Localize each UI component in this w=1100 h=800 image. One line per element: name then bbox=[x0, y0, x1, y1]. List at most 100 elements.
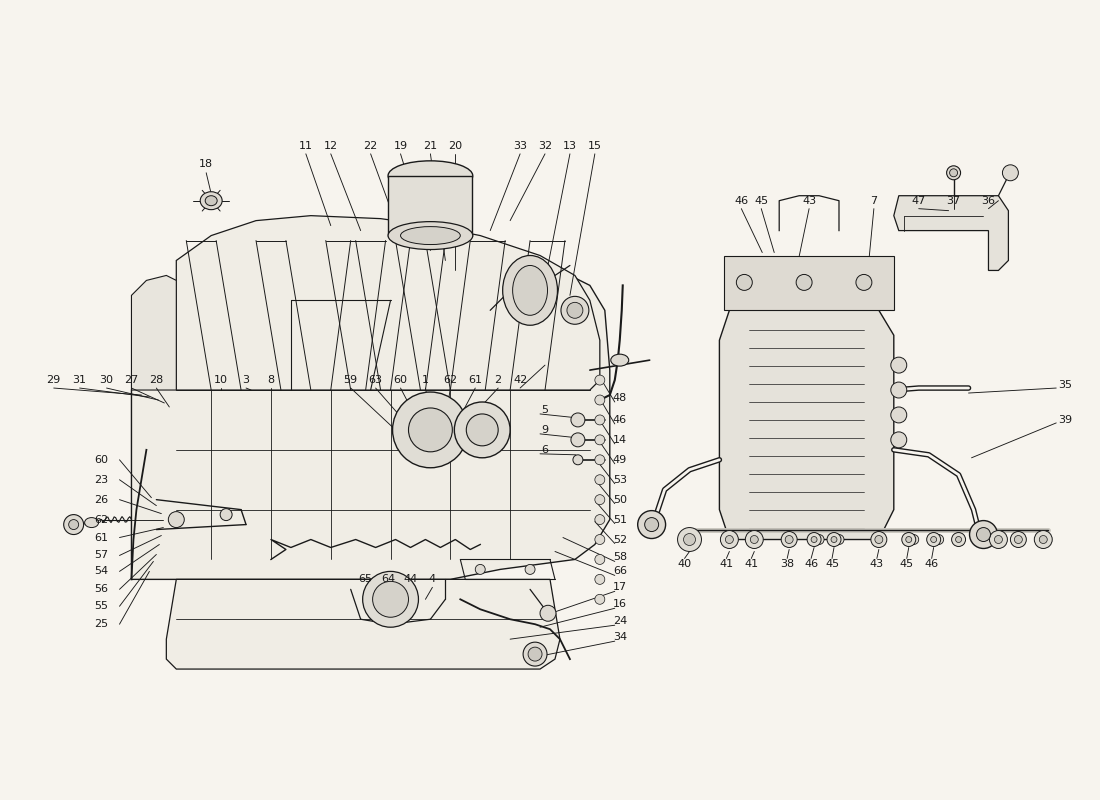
Circle shape bbox=[956, 537, 961, 542]
Circle shape bbox=[947, 166, 960, 180]
Circle shape bbox=[750, 535, 758, 543]
Text: 1: 1 bbox=[422, 375, 429, 385]
Text: 46: 46 bbox=[735, 196, 748, 206]
Text: 43: 43 bbox=[870, 559, 884, 570]
Circle shape bbox=[595, 494, 605, 505]
Circle shape bbox=[931, 537, 937, 542]
Ellipse shape bbox=[200, 192, 222, 210]
Polygon shape bbox=[132, 275, 176, 390]
Circle shape bbox=[725, 535, 734, 543]
Ellipse shape bbox=[814, 534, 824, 545]
Circle shape bbox=[566, 302, 583, 318]
Circle shape bbox=[977, 527, 990, 542]
Ellipse shape bbox=[934, 534, 944, 545]
Circle shape bbox=[902, 533, 915, 546]
Circle shape bbox=[994, 535, 1002, 543]
Ellipse shape bbox=[206, 196, 217, 206]
Circle shape bbox=[1040, 535, 1047, 543]
Circle shape bbox=[540, 606, 556, 622]
Text: 2: 2 bbox=[495, 375, 502, 385]
Text: 27: 27 bbox=[124, 375, 139, 385]
Circle shape bbox=[926, 533, 940, 546]
Circle shape bbox=[638, 510, 666, 538]
Text: 20: 20 bbox=[449, 141, 462, 151]
Polygon shape bbox=[166, 579, 560, 669]
Text: 19: 19 bbox=[394, 141, 408, 151]
Text: 6: 6 bbox=[541, 445, 549, 455]
Circle shape bbox=[796, 274, 812, 290]
Text: 63: 63 bbox=[368, 375, 383, 385]
Circle shape bbox=[871, 531, 887, 547]
Text: 11: 11 bbox=[299, 141, 312, 151]
Text: 26: 26 bbox=[95, 494, 109, 505]
Circle shape bbox=[573, 455, 583, 465]
Circle shape bbox=[949, 169, 958, 177]
Text: 33: 33 bbox=[513, 141, 527, 151]
Bar bbox=[725, 255, 894, 310]
Circle shape bbox=[168, 512, 185, 527]
Text: 60: 60 bbox=[394, 375, 407, 385]
Circle shape bbox=[220, 509, 232, 521]
Ellipse shape bbox=[400, 226, 460, 245]
Text: 28: 28 bbox=[150, 375, 164, 385]
Text: 48: 48 bbox=[613, 393, 627, 403]
Ellipse shape bbox=[503, 255, 558, 326]
Ellipse shape bbox=[85, 518, 99, 527]
Circle shape bbox=[891, 432, 906, 448]
Text: 45: 45 bbox=[755, 196, 768, 206]
Circle shape bbox=[1034, 530, 1053, 549]
Text: 57: 57 bbox=[95, 550, 109, 561]
Circle shape bbox=[571, 413, 585, 427]
Circle shape bbox=[528, 647, 542, 661]
Circle shape bbox=[807, 533, 821, 546]
Ellipse shape bbox=[909, 534, 918, 545]
Text: 42: 42 bbox=[513, 375, 527, 385]
Text: 10: 10 bbox=[214, 375, 228, 385]
Circle shape bbox=[595, 455, 605, 465]
Circle shape bbox=[952, 533, 966, 546]
Text: 46: 46 bbox=[804, 559, 818, 570]
Text: 22: 22 bbox=[363, 141, 377, 151]
Text: 18: 18 bbox=[199, 159, 213, 169]
Text: 7: 7 bbox=[870, 196, 878, 206]
Circle shape bbox=[373, 582, 408, 618]
Circle shape bbox=[68, 519, 78, 530]
Text: 66: 66 bbox=[613, 566, 627, 577]
Text: 5: 5 bbox=[541, 405, 549, 415]
Circle shape bbox=[678, 527, 702, 551]
Ellipse shape bbox=[388, 222, 473, 250]
Text: 51: 51 bbox=[613, 514, 627, 525]
Text: 44: 44 bbox=[404, 574, 418, 584]
Circle shape bbox=[408, 408, 452, 452]
Text: 29: 29 bbox=[46, 375, 60, 385]
Text: 14: 14 bbox=[613, 435, 627, 445]
Circle shape bbox=[856, 274, 872, 290]
Circle shape bbox=[830, 537, 837, 542]
Ellipse shape bbox=[834, 534, 844, 545]
Bar bbox=[387, 176, 472, 235]
Text: 16: 16 bbox=[613, 599, 627, 610]
Text: 36: 36 bbox=[981, 196, 996, 206]
Text: 46: 46 bbox=[925, 559, 938, 570]
Text: 40: 40 bbox=[678, 559, 692, 570]
Text: 49: 49 bbox=[613, 454, 627, 465]
Circle shape bbox=[785, 535, 793, 543]
Text: 43: 43 bbox=[802, 196, 816, 206]
Text: 41: 41 bbox=[719, 559, 734, 570]
Text: 55: 55 bbox=[95, 602, 109, 611]
Text: 4: 4 bbox=[429, 574, 436, 584]
Circle shape bbox=[393, 392, 469, 468]
Circle shape bbox=[595, 415, 605, 425]
Circle shape bbox=[736, 274, 752, 290]
Text: 65: 65 bbox=[359, 574, 373, 584]
Circle shape bbox=[874, 535, 883, 543]
Circle shape bbox=[525, 565, 535, 574]
Text: 50: 50 bbox=[613, 494, 627, 505]
Circle shape bbox=[363, 571, 418, 627]
Circle shape bbox=[891, 407, 906, 423]
Text: 32: 32 bbox=[538, 141, 552, 151]
Polygon shape bbox=[894, 196, 1009, 270]
Circle shape bbox=[595, 594, 605, 604]
Text: 45: 45 bbox=[825, 559, 839, 570]
Circle shape bbox=[827, 533, 842, 546]
